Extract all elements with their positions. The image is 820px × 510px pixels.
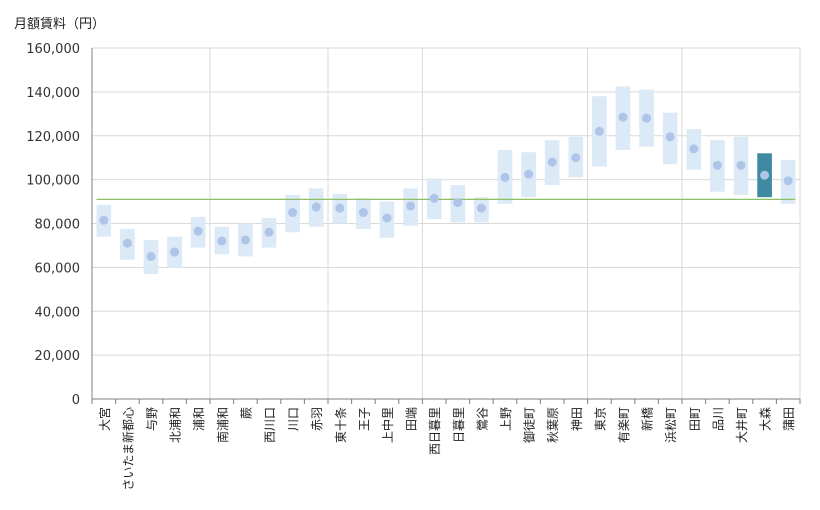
y-tick-label: 160,000 bbox=[26, 42, 80, 57]
x-tick-label: 有楽町 bbox=[617, 407, 631, 443]
y-tick-label: 40,000 bbox=[35, 305, 81, 320]
mid-dot bbox=[358, 208, 368, 218]
range-layer bbox=[96, 86, 796, 274]
x-tick-label: 鶯谷 bbox=[474, 407, 489, 431]
mid-dot bbox=[99, 215, 109, 225]
x-tick-label: 神田 bbox=[570, 407, 584, 431]
y-tick-label: 0 bbox=[72, 393, 80, 408]
x-tick-label: 西川口 bbox=[263, 407, 277, 443]
x-tick-label: 浜松町 bbox=[664, 407, 678, 443]
mid-dot bbox=[712, 160, 722, 170]
mid-dot bbox=[382, 213, 392, 223]
x-tick-label: 秋葉原 bbox=[546, 407, 560, 443]
x-tick-label: 王子 bbox=[357, 407, 371, 431]
x-tick-label: 田町 bbox=[688, 407, 702, 431]
mid-dot bbox=[288, 208, 298, 218]
y-tick-label: 140,000 bbox=[26, 86, 80, 101]
x-tick-label: 浦和 bbox=[192, 407, 206, 431]
mid-dot bbox=[170, 247, 180, 257]
mid-dot bbox=[665, 132, 675, 142]
x-tick-label: 北浦和 bbox=[169, 407, 183, 443]
x-tick-label: 川口 bbox=[287, 407, 301, 431]
mid-dot bbox=[311, 202, 321, 212]
mid-dot bbox=[594, 126, 604, 136]
y-tick-label: 20,000 bbox=[35, 349, 81, 364]
x-tick-label: 大井町 bbox=[735, 407, 749, 443]
x-tick-label: 大森 bbox=[758, 407, 773, 431]
x-tick-label: 西日暮里 bbox=[428, 407, 442, 455]
mid-dot bbox=[689, 144, 699, 154]
mid-dot bbox=[571, 153, 581, 163]
mid-dot bbox=[240, 235, 250, 245]
x-tick-label: 品川 bbox=[711, 407, 725, 431]
x-tick-label: 上中里 bbox=[380, 407, 395, 443]
dot-layer bbox=[99, 112, 793, 261]
x-tick-label: 新橋 bbox=[640, 407, 655, 431]
mid-dot bbox=[760, 170, 770, 180]
mid-dot bbox=[524, 169, 534, 179]
mid-dot bbox=[783, 176, 793, 186]
mid-dot bbox=[406, 201, 416, 211]
x-tick-label: 蒲田 bbox=[782, 407, 796, 431]
mid-dot bbox=[193, 226, 203, 236]
x-tick-label: 大宮 bbox=[97, 407, 112, 431]
mid-dot bbox=[618, 112, 628, 122]
x-axis: 大宮 さいたま新都心 与野 北浦和 浦和 南浦和蕨西川口 川口 赤羽 東十条 王子 上中里 田端 西日暮… bbox=[91, 398, 801, 491]
mid-dot bbox=[146, 251, 156, 261]
y-axis: 0 20,000 40,000 60,000 80,000 100,000 120,000 1… bbox=[26, 42, 80, 408]
x-tick-label: 南浦和 bbox=[215, 407, 230, 443]
x-tick-label: 赤羽 bbox=[310, 407, 324, 431]
mid-dot bbox=[335, 203, 345, 213]
grid-layer bbox=[91, 47, 801, 399]
x-tick-label: 蕨 bbox=[239, 407, 253, 419]
x-tick-label: 与野 bbox=[145, 407, 159, 431]
x-tick-label: 上野 bbox=[499, 407, 513, 431]
mid-dot bbox=[476, 203, 486, 213]
mid-dot bbox=[429, 193, 439, 203]
mid-dot bbox=[122, 238, 132, 248]
x-tick-label: 日暮里 bbox=[452, 407, 466, 443]
mid-dot bbox=[736, 160, 746, 170]
mid-dot bbox=[547, 157, 557, 167]
x-tick-label: さいたま新都心 bbox=[120, 407, 135, 491]
y-tick-label: 60,000 bbox=[35, 261, 81, 276]
x-tick-label: 東京 bbox=[593, 407, 607, 431]
y-tick-label: 80,000 bbox=[35, 218, 81, 233]
mid-dot bbox=[264, 227, 274, 237]
y-tick-label: 100,000 bbox=[26, 174, 80, 189]
mid-dot bbox=[453, 198, 463, 208]
y-tick-label: 120,000 bbox=[26, 130, 80, 145]
mid-dot bbox=[642, 113, 652, 123]
x-tick-label: 東十条 bbox=[334, 407, 348, 443]
x-tick-label: 田端 bbox=[405, 407, 419, 431]
y-axis-title: 月額賃料（円） bbox=[14, 17, 105, 32]
mid-dot bbox=[500, 172, 510, 182]
mid-dot bbox=[217, 236, 227, 246]
x-tick-label: 御徒町 bbox=[522, 407, 537, 443]
